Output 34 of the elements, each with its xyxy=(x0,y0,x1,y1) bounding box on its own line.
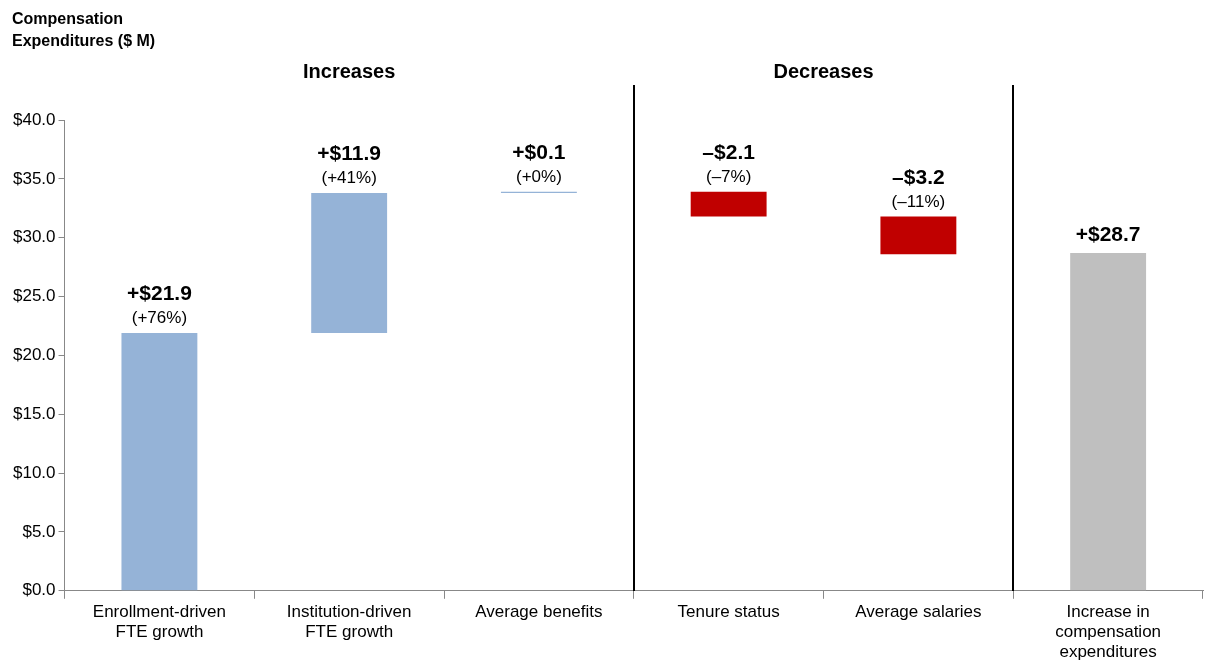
y-tick-label: $30.0 xyxy=(12,227,56,247)
bar xyxy=(880,216,957,255)
y-tick-label: $40.0 xyxy=(12,109,56,129)
x-tick-label: Average benefits xyxy=(475,601,603,621)
y-tick-label: $20.0 xyxy=(12,345,56,365)
y-tick-label: $5.0 xyxy=(22,521,56,541)
text: Decreases xyxy=(773,60,874,83)
y-axis-title: Compensation Expenditures ($ M) xyxy=(12,9,157,51)
bar xyxy=(121,333,198,591)
annotation: (–11%) xyxy=(891,191,946,211)
y-tick-label: $10.0 xyxy=(12,462,56,482)
x-tick-label: Institution-driven FTE growth xyxy=(286,601,412,642)
x-tick-label: Tenure status xyxy=(677,601,780,621)
y-tick-label: $0.0 xyxy=(22,580,56,600)
text: Increases xyxy=(302,60,396,83)
y-tick-label: $35.0 xyxy=(12,168,56,188)
y-tick-label: $25.0 xyxy=(12,286,56,306)
y-tick-label: $15.0 xyxy=(12,403,56,423)
annotation: (+76%) xyxy=(131,308,188,328)
x-tick-label: Average salaries xyxy=(855,601,982,621)
data-label: +$11.9 xyxy=(317,140,381,164)
bar xyxy=(690,191,767,217)
data-label: –$2.1 xyxy=(702,139,756,163)
data-label: –$3.2 xyxy=(892,164,945,188)
bar xyxy=(311,192,388,334)
data-label: +$0.1 xyxy=(512,139,566,163)
annotation: (–7%) xyxy=(705,166,752,186)
x-tick-label: Increase in compensation expenditures xyxy=(1055,601,1162,662)
bar xyxy=(1070,253,1147,591)
annotation: (+0%) xyxy=(515,166,562,186)
annotation: (+41%) xyxy=(321,167,377,187)
data-label: +$21.9 xyxy=(127,281,192,305)
data-label: +$28.7 xyxy=(1075,222,1141,245)
x-tick-label: Enrollment-driven FTE growth xyxy=(92,601,227,642)
